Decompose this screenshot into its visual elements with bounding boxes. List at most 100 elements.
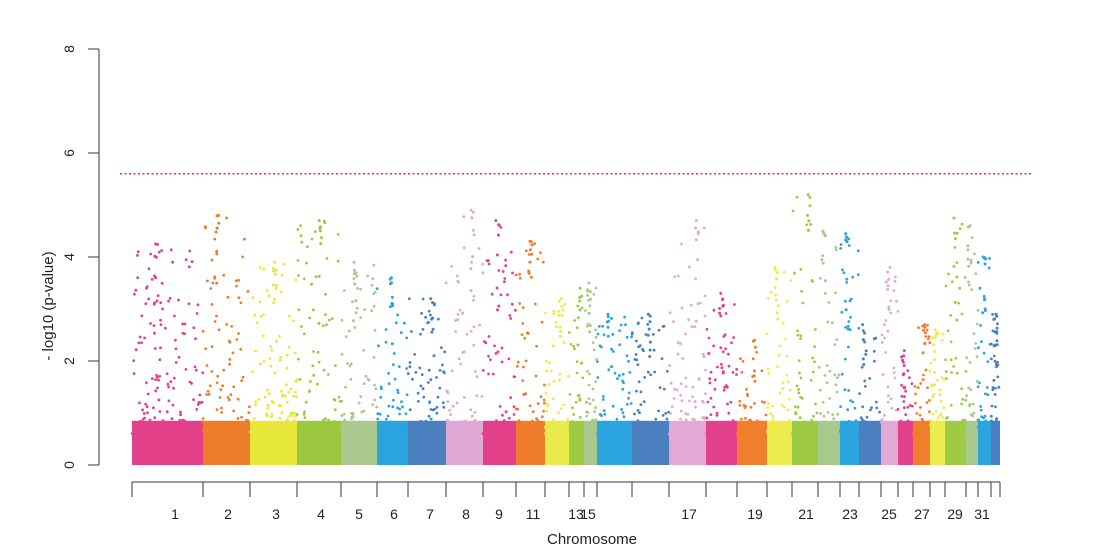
- peak-point: [751, 339, 755, 343]
- data-point: [207, 392, 211, 396]
- peak-point: [846, 327, 850, 331]
- data-point: [939, 399, 943, 403]
- data-point: [594, 406, 597, 410]
- data-point: [536, 257, 540, 261]
- data-point: [491, 372, 495, 376]
- data-point: [725, 384, 728, 387]
- data-point: [619, 323, 623, 327]
- chromosome-21-points: [817, 229, 842, 465]
- data-point: [821, 401, 825, 404]
- data-point: [246, 290, 250, 293]
- data-point: [794, 412, 798, 416]
- data-point: [744, 428, 748, 432]
- data-point: [407, 297, 411, 301]
- data-point: [219, 431, 223, 435]
- data-point: [132, 432, 135, 435]
- data-point: [672, 320, 675, 324]
- data-point: [639, 390, 643, 394]
- data-point: [192, 326, 196, 330]
- data-point: [297, 274, 300, 277]
- data-point: [811, 370, 815, 374]
- data-point: [467, 430, 470, 434]
- chromosome-30-points: [976, 255, 992, 465]
- peak-point: [559, 297, 563, 301]
- data-point: [596, 432, 599, 436]
- data-point: [328, 432, 332, 436]
- data-point: [722, 388, 726, 392]
- data-point: [709, 370, 713, 374]
- data-point: [850, 425, 854, 429]
- data-point: [967, 283, 971, 287]
- data-point: [267, 294, 271, 298]
- data-point: [334, 364, 337, 367]
- data-point: [786, 380, 790, 383]
- peak-point: [861, 338, 865, 342]
- peak-point: [530, 243, 534, 247]
- data-point: [803, 424, 807, 428]
- data-point: [589, 432, 593, 436]
- data-point: [498, 429, 502, 432]
- data-point: [477, 247, 481, 250]
- data-point: [799, 376, 803, 380]
- data-point: [474, 370, 477, 373]
- data-point: [167, 399, 171, 403]
- data-point: [143, 336, 147, 340]
- data-point: [596, 376, 600, 379]
- data-point: [146, 411, 149, 415]
- data-point: [953, 432, 957, 436]
- data-point: [530, 419, 534, 423]
- data-point: [195, 312, 199, 315]
- data-point: [811, 356, 815, 360]
- data-point: [920, 422, 924, 426]
- data-point: [744, 417, 747, 420]
- data-point: [991, 423, 995, 426]
- data-point: [601, 398, 605, 401]
- data-point: [441, 363, 444, 367]
- data-point: [258, 362, 262, 366]
- data-point: [137, 341, 141, 345]
- data-point: [552, 309, 556, 313]
- peak-point: [902, 364, 906, 368]
- data-point: [262, 267, 265, 271]
- chromosome-1-points: [130, 242, 205, 465]
- data-point: [296, 429, 300, 433]
- data-point: [576, 304, 580, 308]
- data-point: [712, 344, 715, 348]
- data-point: [880, 418, 884, 421]
- data-point: [859, 416, 863, 419]
- data-point: [363, 308, 367, 311]
- data-point: [788, 419, 791, 423]
- data-point: [420, 373, 424, 376]
- data-point: [138, 420, 142, 423]
- data-point: [862, 419, 866, 423]
- peak-point: [272, 269, 275, 273]
- peak-point: [773, 265, 777, 269]
- data-point: [954, 356, 958, 360]
- data-point: [322, 368, 326, 372]
- data-point: [420, 425, 424, 429]
- data-point: [657, 328, 661, 332]
- data-point: [633, 412, 636, 416]
- data-point: [373, 383, 376, 387]
- data-point: [539, 251, 542, 255]
- data-point: [739, 425, 743, 428]
- chromosome-6-points: [375, 276, 410, 465]
- peak-point: [648, 320, 652, 324]
- data-point: [477, 432, 481, 436]
- peak-point: [886, 284, 890, 288]
- data-point: [231, 351, 235, 355]
- data-point: [742, 428, 746, 431]
- peak-point: [884, 280, 888, 284]
- data-point: [245, 431, 248, 435]
- data-point: [884, 351, 888, 354]
- data-point: [988, 257, 991, 260]
- x-axis-title: Chromosome: [547, 531, 637, 548]
- data-point: [344, 335, 348, 338]
- data-point: [859, 427, 862, 431]
- data-point: [638, 411, 641, 415]
- data-point: [648, 429, 651, 433]
- data-point: [295, 378, 299, 382]
- data-point: [952, 365, 955, 368]
- data-point: [281, 394, 284, 398]
- data-point: [979, 408, 983, 412]
